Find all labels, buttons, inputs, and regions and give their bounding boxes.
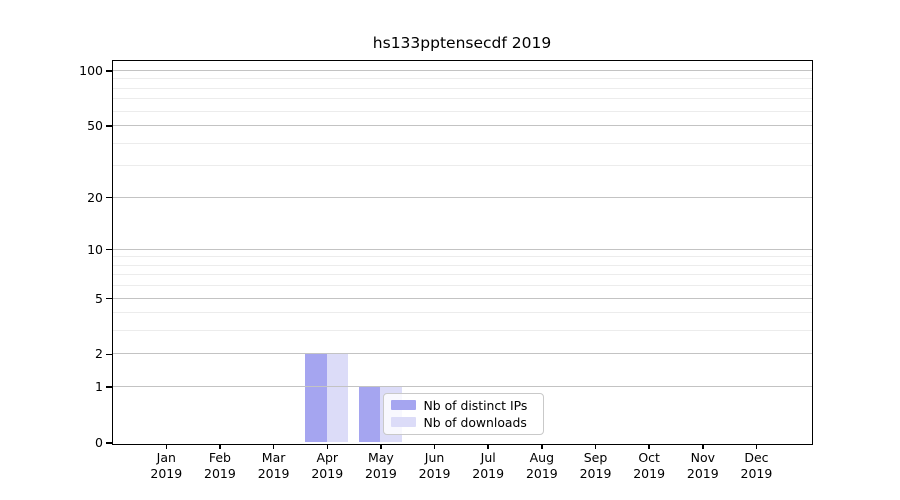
- x-axis-tick-aug: [541, 444, 543, 449]
- x-axis-tick-jun: [433, 444, 436, 449]
- y-axis-label-1: 1: [95, 379, 103, 395]
- x-axis-label-apr: Apr 2019: [311, 450, 344, 481]
- legend: Nb of distinct IPs Nb of downloads: [382, 392, 544, 435]
- x-axis-tick-mar: [272, 444, 275, 449]
- gridline-minor-90: [112, 78, 812, 80]
- legend-swatch-distinct-ips: [390, 400, 416, 410]
- x-axis-tick-jan: [165, 444, 168, 449]
- legend-item-downloads: Nb of downloads: [390, 414, 536, 430]
- bar-nb-of-distinct-ips-apr: [305, 353, 327, 443]
- x-axis-label-mar: Mar 2019: [257, 450, 290, 481]
- y-axis-label-20: 20: [87, 189, 103, 205]
- x-axis-label-jun: Jun 2019: [418, 450, 451, 481]
- y-axis-label-100: 100: [79, 62, 103, 78]
- gridline-minor-8: [112, 264, 812, 266]
- x-axis-tick-jul: [487, 444, 489, 449]
- grid-layer: [112, 61, 812, 444]
- x-axis-tick-apr: [326, 444, 328, 449]
- y-axis-tick-0: [105, 442, 112, 444]
- x-axis-label-aug: Aug 2019: [525, 450, 558, 481]
- gridline-minor-80: [112, 87, 812, 89]
- x-axis-label-may: May 2019: [364, 450, 397, 481]
- y-axis-tick-50: [105, 125, 112, 127]
- gridline-major-100: [112, 69, 812, 71]
- x-axis-tick-oct: [648, 444, 650, 449]
- y-axis-label-50: 50: [87, 118, 103, 134]
- x-axis-label-nov: Nov 2019: [686, 450, 719, 481]
- gridline-minor-4: [112, 312, 812, 314]
- y-axis-tick-5: [105, 297, 112, 300]
- x-axis-tick-nov: [702, 444, 704, 449]
- legend-label-distinct-ips: Nb of distinct IPs: [423, 397, 528, 413]
- chart-title: hs133pptensecdf 2019: [372, 34, 552, 52]
- x-axis-tick-may: [380, 444, 382, 449]
- gridline-minor-70: [112, 98, 812, 100]
- gridline-minor-40: [112, 142, 812, 144]
- x-axis-tick-sep: [594, 444, 597, 449]
- x-axis-label-jan: Jan 2019: [150, 450, 183, 481]
- plot-area: Nb of distinct IPs Nb of downloads: [111, 59, 813, 445]
- y-axis-label-2: 2: [95, 346, 103, 362]
- x-axis-tick-feb: [219, 444, 221, 449]
- gridline-minor-30: [112, 165, 812, 167]
- legend-label-downloads: Nb of downloads: [423, 414, 527, 430]
- y-axis-label-10: 10: [87, 241, 103, 257]
- gridline-major-2: [112, 353, 812, 355]
- y-axis-tick-20: [105, 196, 112, 199]
- gridline-minor-7: [112, 274, 812, 276]
- bar-nb-of-distinct-ips-may: [358, 386, 381, 443]
- y-axis-tick-1: [105, 386, 112, 388]
- x-axis-tick-dec: [755, 444, 758, 449]
- x-axis-label-sep: Sep 2019: [579, 450, 612, 481]
- gridline-minor-3: [112, 330, 812, 332]
- gridline-minor-9: [112, 256, 812, 258]
- gridline-major-50: [112, 125, 812, 127]
- gridline-minor-60: [112, 110, 812, 112]
- y-axis-tick-2: [105, 353, 112, 356]
- gridline-major-1: [112, 386, 812, 388]
- x-axis-label-oct: Oct 2019: [633, 450, 666, 481]
- y-axis-label-0: 0: [95, 435, 103, 450]
- y-axis-tick-10: [105, 248, 112, 251]
- x-axis-label-jul: Jul 2019: [472, 450, 505, 481]
- legend-swatch-downloads: [390, 417, 416, 427]
- gridline-major-20: [112, 196, 812, 198]
- gridline-major-10: [112, 248, 812, 250]
- x-axis-label-feb: Feb 2019: [204, 450, 236, 481]
- x-axis-label-dec: Dec 2019: [740, 450, 773, 481]
- legend-item-distinct-ips: Nb of distinct IPs: [390, 397, 536, 413]
- gridline-major-5: [112, 297, 812, 299]
- y-axis-tick-100: [105, 70, 112, 72]
- gridline-minor-6: [112, 285, 812, 287]
- bar-nb-of-downloads-apr: [326, 353, 349, 443]
- y-axis-label-5: 5: [95, 290, 103, 306]
